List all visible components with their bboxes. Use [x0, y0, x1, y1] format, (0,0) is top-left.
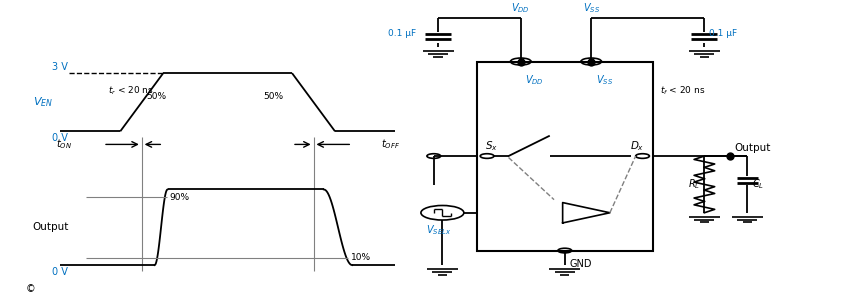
Text: $S_x$: $S_x$	[485, 139, 498, 153]
Text: 0 V: 0 V	[52, 267, 67, 277]
Text: $t_{ON}$: $t_{ON}$	[57, 137, 72, 151]
Text: $V_{SELx}$: $V_{SELx}$	[425, 223, 451, 237]
Text: Output: Output	[734, 143, 771, 153]
Text: $t_r$ < 20 ns: $t_r$ < 20 ns	[108, 84, 154, 97]
Text: Output: Output	[33, 222, 69, 232]
Text: 3 V: 3 V	[52, 62, 67, 72]
Text: $V_{EN}$: $V_{EN}$	[33, 95, 52, 109]
Text: 50%: 50%	[264, 92, 283, 101]
Text: GND: GND	[569, 259, 592, 269]
Text: 0.1 μF: 0.1 μF	[709, 29, 737, 38]
Text: $R_L$: $R_L$	[688, 178, 700, 191]
Text: 50%: 50%	[146, 92, 166, 101]
Text: 10%: 10%	[350, 253, 371, 262]
Text: $V_{SS}$: $V_{SS}$	[595, 73, 612, 87]
Text: $V_{SS}$: $V_{SS}$	[582, 1, 600, 15]
Text: 0.1 μF: 0.1 μF	[388, 29, 417, 38]
Text: $D_x$: $D_x$	[630, 139, 644, 153]
Text: $V_{DD}$: $V_{DD}$	[511, 1, 530, 15]
Text: $t_f$ < 20 ns: $t_f$ < 20 ns	[661, 84, 705, 97]
Text: $V_{DD}$: $V_{DD}$	[525, 73, 544, 87]
Text: 90%: 90%	[169, 193, 189, 202]
Bar	[477, 61, 653, 250]
Text: $t_{OFF}$: $t_{OFF}$	[381, 137, 400, 151]
Text: $C_L$: $C_L$	[752, 178, 764, 191]
Text: $\copyright$: $\copyright$	[25, 283, 35, 294]
Text: 0 V: 0 V	[52, 133, 67, 143]
